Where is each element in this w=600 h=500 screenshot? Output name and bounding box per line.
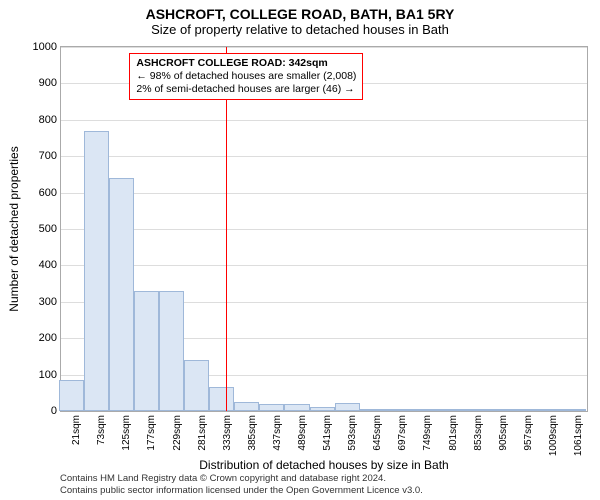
x-tick-label: 437sqm	[272, 415, 283, 451]
y-tick-label: 400	[39, 259, 57, 271]
y-tick-label: 600	[39, 187, 57, 199]
y-tick-label: 700	[39, 150, 57, 162]
x-tick-label: 1061sqm	[573, 415, 584, 456]
histogram-bar	[410, 409, 435, 411]
histogram-bar	[259, 404, 284, 411]
x-tick-label: 385sqm	[247, 415, 258, 451]
histogram-bar	[435, 409, 460, 411]
histogram-bar	[209, 387, 234, 411]
x-tick-label: 1009sqm	[548, 415, 559, 456]
histogram-bar	[184, 360, 209, 411]
chart-subtitle: Size of property relative to detached ho…	[0, 22, 600, 41]
y-tick-label: 200	[39, 332, 57, 344]
x-tick-label: 801sqm	[448, 415, 459, 451]
plot-area: 0100200300400500600700800900100021sqm73s…	[60, 46, 588, 412]
annotation-line-3: 2% of semi-detached houses are larger (4…	[136, 83, 354, 95]
x-tick-label: 489sqm	[297, 415, 308, 451]
y-tick-label: 800	[39, 114, 57, 126]
gridline	[61, 120, 587, 121]
x-tick-label: 957sqm	[523, 415, 534, 451]
histogram-bar	[385, 409, 410, 411]
x-axis-label: Distribution of detached houses by size …	[60, 458, 588, 472]
y-tick-label: 100	[39, 369, 57, 381]
histogram-bar	[134, 291, 159, 411]
gridline	[61, 47, 587, 48]
annotation-line-1: ASHCROFT COLLEGE ROAD: 342sqm	[136, 57, 356, 70]
gridline	[61, 156, 587, 157]
histogram-bar	[360, 409, 385, 411]
chart-footer: Contains HM Land Registry data © Crown c…	[60, 473, 588, 496]
y-tick-label: 900	[39, 77, 57, 89]
chart-title: ASHCROFT, COLLEGE ROAD, BATH, BA1 5RY	[0, 0, 600, 22]
footer-line-1: Contains HM Land Registry data © Crown c…	[60, 473, 588, 484]
histogram-bar	[159, 291, 184, 411]
histogram-bar	[560, 409, 585, 411]
y-tick-label: 0	[51, 405, 57, 417]
y-tick-label: 300	[39, 296, 57, 308]
y-axis-label: Number of detached properties	[7, 146, 21, 311]
histogram-bar	[485, 409, 510, 411]
annotation-line-2: ← 98% of detached houses are smaller (2,…	[136, 70, 356, 82]
histogram-bar	[510, 409, 535, 411]
x-tick-label: 645sqm	[372, 415, 383, 451]
chart-container: ASHCROFT, COLLEGE ROAD, BATH, BA1 5RY Si…	[0, 0, 600, 500]
x-tick-label: 697sqm	[397, 415, 408, 451]
x-tick-label: 541sqm	[322, 415, 333, 451]
histogram-bar	[109, 178, 134, 411]
x-tick-label: 21sqm	[71, 415, 82, 445]
y-tick-label: 500	[39, 223, 57, 235]
gridline	[61, 265, 587, 266]
histogram-bar	[84, 131, 109, 411]
gridline	[61, 229, 587, 230]
reference-line	[226, 47, 227, 411]
histogram-bar	[284, 404, 309, 411]
x-tick-label: 281sqm	[197, 415, 208, 451]
x-tick-label: 905sqm	[498, 415, 509, 451]
footer-line-2: Contains public sector information licen…	[60, 485, 588, 496]
x-tick-label: 749sqm	[422, 415, 433, 451]
y-tick-label: 1000	[33, 41, 57, 53]
x-tick-label: 593sqm	[347, 415, 358, 451]
annotation-box: ASHCROFT COLLEGE ROAD: 342sqm ← 98% of d…	[129, 53, 363, 100]
histogram-bar	[460, 409, 485, 411]
histogram-bar	[310, 407, 335, 411]
histogram-bar	[59, 380, 84, 411]
x-tick-label: 177sqm	[146, 415, 157, 451]
x-tick-label: 229sqm	[172, 415, 183, 451]
gridline	[61, 193, 587, 194]
x-tick-label: 73sqm	[96, 415, 107, 445]
x-tick-label: 333sqm	[222, 415, 233, 451]
histogram-bar	[535, 409, 560, 411]
histogram-bar	[335, 403, 360, 411]
histogram-bar	[234, 402, 259, 411]
x-tick-label: 125sqm	[121, 415, 132, 451]
x-tick-label: 853sqm	[473, 415, 484, 451]
